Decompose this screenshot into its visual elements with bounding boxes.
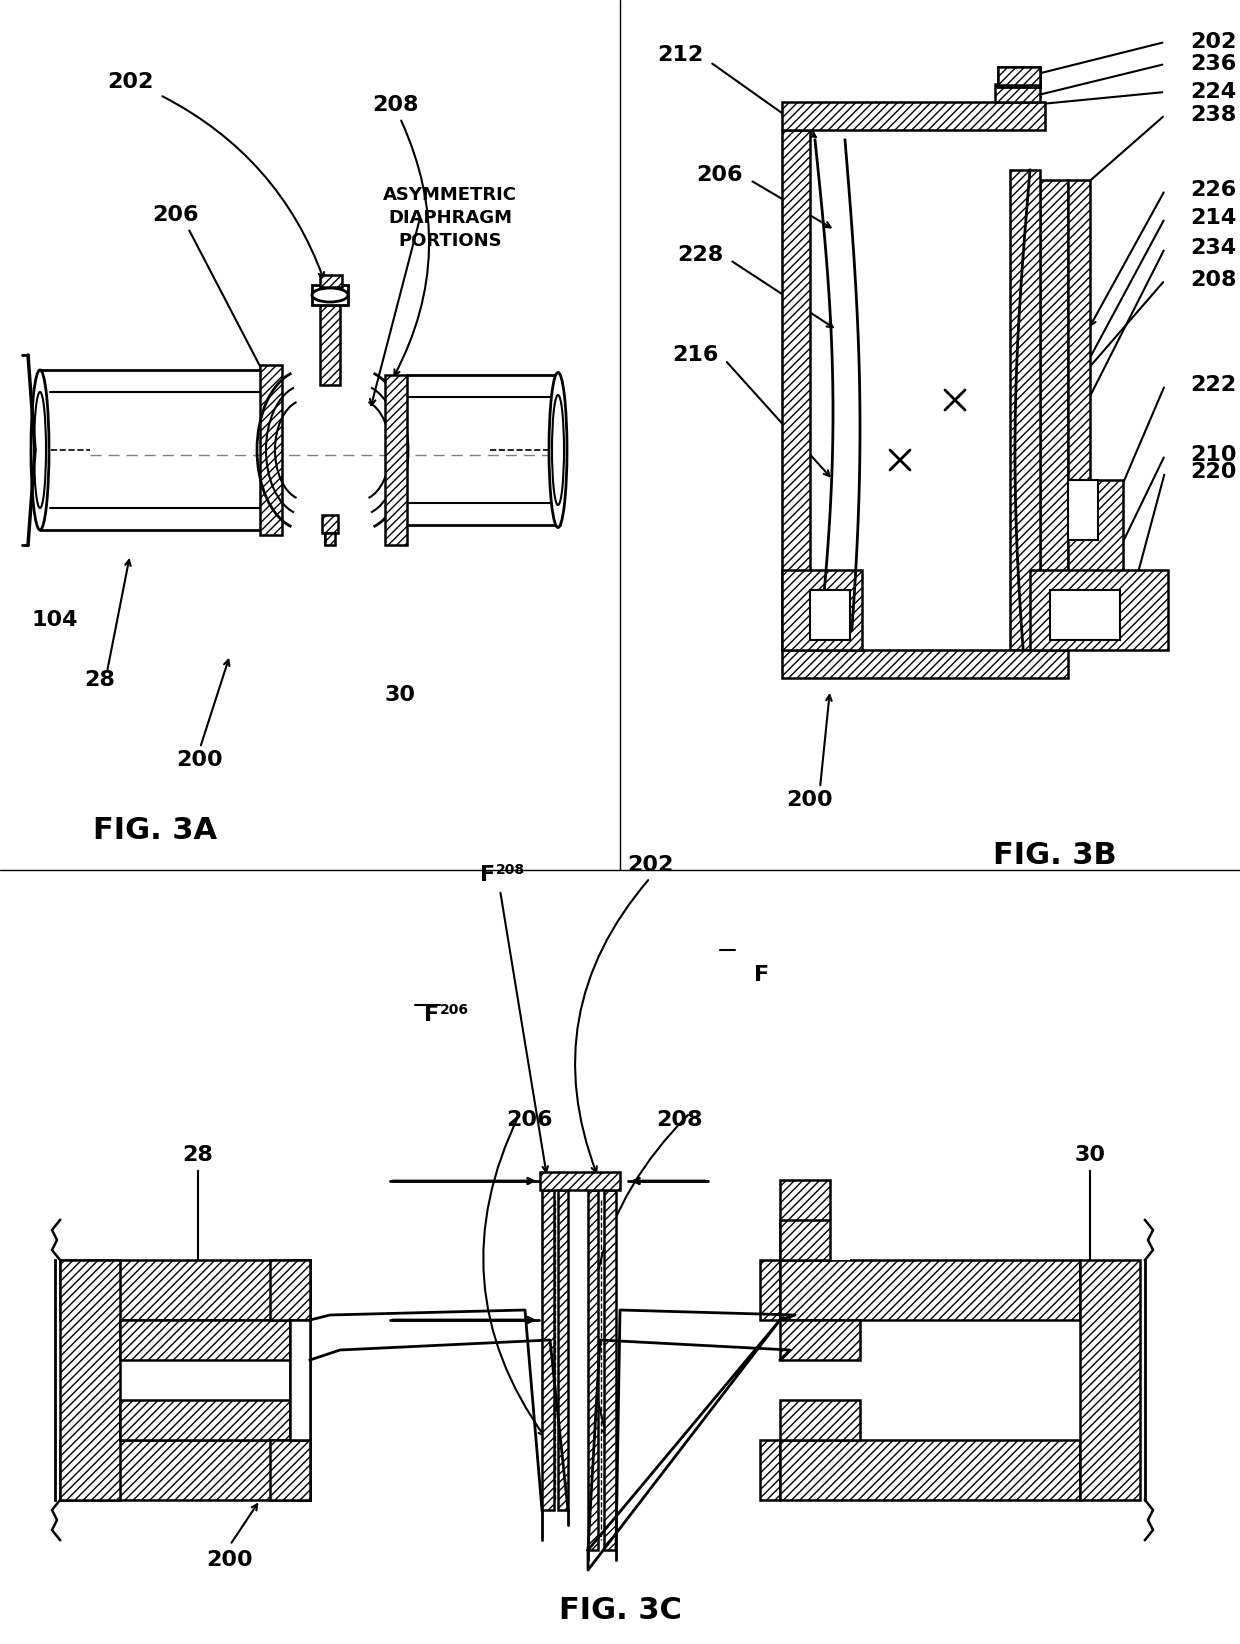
Text: FIG. 3A: FIG. 3A [93, 815, 217, 845]
Bar [558, 1190, 568, 1509]
Bar [780, 1259, 1080, 1320]
Ellipse shape [552, 395, 564, 505]
Bar [998, 67, 1040, 87]
Bar [120, 1360, 290, 1401]
Bar [1050, 590, 1120, 640]
Text: 104: 104 [32, 610, 78, 630]
Text: F: F [754, 965, 770, 985]
Bar [830, 1220, 849, 1259]
Bar [780, 1180, 830, 1259]
Bar [322, 515, 339, 533]
Bar [782, 570, 862, 649]
Text: 208: 208 [372, 95, 418, 115]
Text: 202: 202 [107, 72, 154, 92]
Bar [780, 1320, 861, 1360]
Text: 228: 228 [677, 245, 723, 265]
Bar [290, 1259, 310, 1499]
Bar [1011, 169, 1040, 649]
Text: 214: 214 [1190, 209, 1236, 229]
Bar [780, 1220, 830, 1259]
Text: 200: 200 [207, 1550, 253, 1570]
Bar [782, 102, 1045, 130]
Text: F: F [480, 865, 496, 884]
Text: 206: 206 [507, 1110, 553, 1129]
Text: ASYMMETRIC: ASYMMETRIC [383, 186, 517, 204]
Text: 30: 30 [384, 686, 415, 705]
Text: 210: 210 [1190, 446, 1236, 465]
Text: 206: 206 [440, 1003, 469, 1018]
Bar [1068, 179, 1090, 480]
Polygon shape [588, 1320, 780, 1570]
Text: 226: 226 [1190, 179, 1236, 201]
Bar [320, 275, 342, 288]
Text: 236: 236 [1190, 54, 1236, 74]
Bar [270, 1440, 310, 1499]
Text: PORTIONS: PORTIONS [398, 232, 502, 250]
Bar [1040, 179, 1068, 649]
Text: 234: 234 [1190, 238, 1236, 258]
Bar [998, 67, 1040, 85]
Bar [810, 590, 849, 640]
Text: 30: 30 [1075, 1144, 1106, 1166]
Bar [1080, 1259, 1140, 1499]
Text: 212: 212 [657, 44, 703, 66]
Bar [325, 533, 335, 546]
Bar [1068, 480, 1123, 580]
Bar [780, 1401, 861, 1440]
Bar [290, 1320, 310, 1440]
Text: 238: 238 [1190, 105, 1236, 125]
Bar [60, 1440, 310, 1499]
Bar [270, 1259, 310, 1320]
Text: 222: 222 [1190, 375, 1236, 395]
Bar [60, 1259, 120, 1499]
Bar [604, 1190, 616, 1550]
Bar [782, 649, 1068, 677]
Ellipse shape [33, 391, 46, 508]
Bar [760, 1440, 780, 1499]
Text: 208: 208 [657, 1110, 703, 1129]
Bar [1030, 570, 1168, 649]
Text: 208: 208 [496, 863, 525, 876]
Bar [780, 1440, 1080, 1499]
Text: FIG. 3C: FIG. 3C [558, 1595, 682, 1624]
Ellipse shape [312, 288, 348, 302]
Bar [1068, 480, 1097, 539]
Text: 28: 28 [182, 1144, 213, 1166]
Text: 202: 202 [1190, 31, 1236, 53]
Text: 206: 206 [151, 206, 198, 225]
Bar [312, 284, 348, 306]
Text: 200: 200 [786, 791, 833, 810]
Bar [120, 1401, 290, 1440]
Bar [260, 365, 281, 534]
Bar [384, 375, 407, 546]
Text: 224: 224 [1190, 82, 1236, 102]
Text: FIG. 3B: FIG. 3B [993, 840, 1117, 870]
Bar [542, 1190, 554, 1509]
Bar [325, 533, 335, 546]
Ellipse shape [31, 370, 50, 529]
Bar [588, 1190, 598, 1550]
Bar [994, 84, 1040, 102]
Bar [782, 130, 810, 649]
Text: 206: 206 [697, 164, 743, 186]
Text: F: F [424, 1004, 439, 1024]
Text: 202: 202 [626, 855, 673, 875]
Bar [539, 1172, 620, 1190]
Text: DIAPHRAGM: DIAPHRAGM [388, 209, 512, 227]
Bar [320, 306, 340, 385]
Bar [60, 1259, 310, 1320]
Text: 208: 208 [1190, 270, 1236, 289]
Ellipse shape [549, 373, 567, 528]
Bar [120, 1320, 290, 1360]
Text: 216: 216 [672, 345, 718, 365]
Text: 28: 28 [84, 671, 115, 690]
Text: 220: 220 [1190, 462, 1236, 482]
Bar [760, 1259, 780, 1320]
Text: 200: 200 [176, 750, 223, 769]
